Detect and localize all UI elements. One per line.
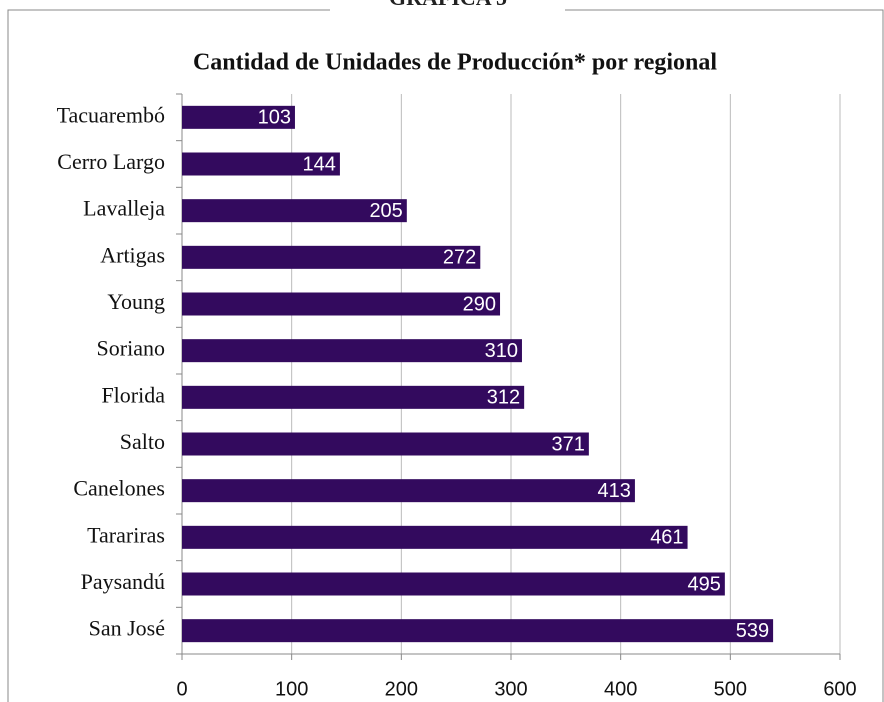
value-label: 371 bbox=[551, 433, 584, 455]
y-tick-label: Lavalleja bbox=[83, 196, 165, 221]
y-tick-label: Salto bbox=[120, 429, 165, 454]
value-label: 310 bbox=[485, 340, 518, 362]
bar bbox=[182, 572, 725, 596]
bar bbox=[182, 105, 295, 129]
chart-title: Cantidad de Unidades de Producción* por … bbox=[193, 50, 717, 76]
y-tick-label: Young bbox=[107, 289, 165, 314]
bar bbox=[182, 525, 688, 549]
x-tick-label: 100 bbox=[275, 678, 308, 700]
y-tick-label: Tacuarembó bbox=[57, 102, 165, 127]
value-label: 290 bbox=[463, 293, 496, 315]
x-tick-label: 400 bbox=[604, 678, 637, 700]
y-tick-label: Paysandú bbox=[81, 569, 165, 594]
bar bbox=[182, 432, 589, 456]
bar bbox=[182, 245, 481, 269]
value-label: 205 bbox=[369, 200, 402, 222]
bar bbox=[182, 199, 407, 223]
value-label: 461 bbox=[650, 527, 683, 549]
y-tick-label: Artigas bbox=[100, 242, 165, 267]
chart-frame bbox=[7, 9, 884, 702]
value-label: 495 bbox=[687, 573, 720, 595]
value-label: 144 bbox=[303, 153, 336, 175]
page-heading: GRÁFICA 5 bbox=[389, 0, 507, 10]
value-label: 272 bbox=[443, 247, 476, 269]
y-tick-label: Florida bbox=[101, 382, 165, 407]
bar bbox=[182, 292, 501, 316]
y-tick-label: Soriano bbox=[97, 336, 165, 361]
x-tick-label: 0 bbox=[176, 678, 187, 700]
x-tick-label: 300 bbox=[494, 678, 527, 700]
y-tick-label: Canelones bbox=[73, 476, 165, 501]
y-tick-label: San José bbox=[89, 616, 165, 641]
bar bbox=[182, 479, 635, 503]
bar bbox=[182, 152, 340, 176]
bar bbox=[182, 385, 525, 409]
x-tick-label: 500 bbox=[714, 678, 747, 700]
y-tick-label: Tarariras bbox=[87, 522, 165, 547]
y-tick-label: Cerro Largo bbox=[57, 149, 165, 174]
value-label: 539 bbox=[736, 620, 769, 642]
bar bbox=[182, 339, 522, 363]
x-tick-label: 600 bbox=[823, 678, 856, 700]
bar bbox=[182, 619, 774, 643]
x-tick-label: 200 bbox=[385, 678, 418, 700]
value-label: 103 bbox=[258, 107, 291, 129]
value-label: 312 bbox=[487, 387, 520, 409]
value-label: 413 bbox=[598, 480, 631, 502]
